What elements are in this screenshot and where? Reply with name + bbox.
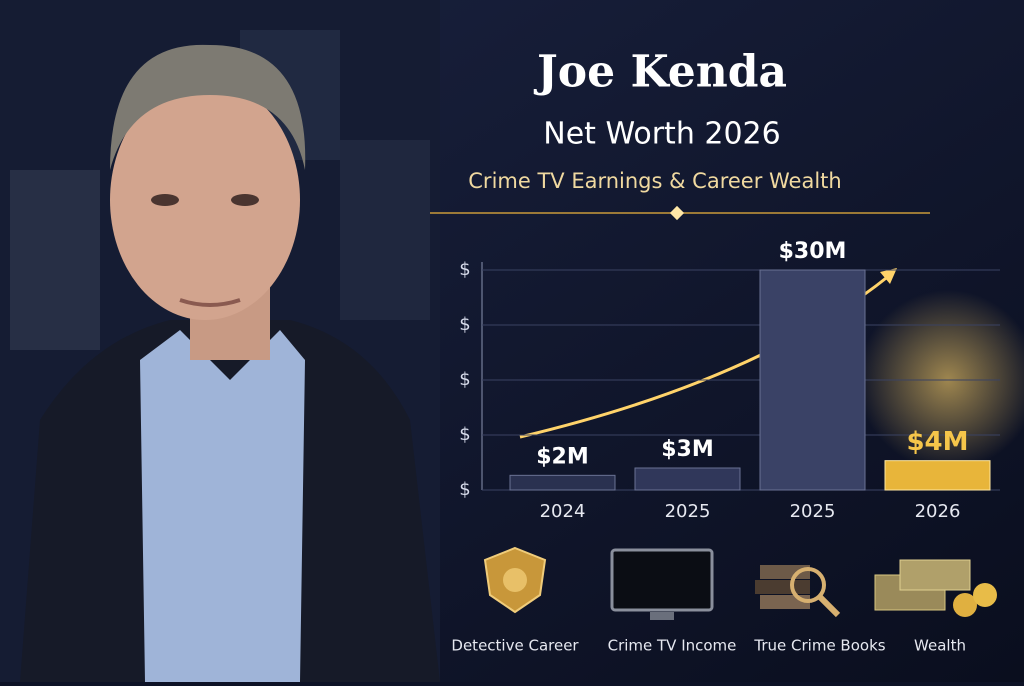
arrow-head <box>880 268 897 284</box>
divider-diamond <box>669 205 685 221</box>
bar <box>884 460 991 491</box>
feature-label: Wealth <box>914 637 966 655</box>
caption: Crime TV Earnings & Career Wealth <box>468 169 841 193</box>
bar <box>634 467 741 491</box>
value-label: $3M <box>661 437 714 462</box>
y-tick-label: $ <box>459 369 470 390</box>
y-tick-label: $ <box>459 424 470 445</box>
x-tick-label: 2024 <box>540 501 586 522</box>
portrait <box>0 0 440 682</box>
feature-label: Crime TV Income <box>608 637 737 655</box>
feature-label: Detective Career <box>451 637 579 655</box>
bar <box>509 474 616 491</box>
x-tick-label: 2025 <box>790 501 836 522</box>
x-tick-label: 2026 <box>915 501 961 522</box>
title: Joe Kenda <box>533 47 787 98</box>
subtitle: Net Worth 2026 <box>543 117 780 152</box>
value-label: $4M <box>906 427 968 457</box>
y-tick-label: $ <box>459 314 470 335</box>
bar <box>759 269 866 491</box>
value-label: $30M <box>779 239 847 264</box>
x-tick-label: 2025 <box>665 501 711 522</box>
value-label: $2M <box>536 444 589 469</box>
y-tick-label: $ <box>459 479 470 500</box>
y-tick-label: $ <box>459 259 470 280</box>
feature-label: True Crime Books <box>753 637 885 655</box>
feature-icons <box>483 546 997 620</box>
